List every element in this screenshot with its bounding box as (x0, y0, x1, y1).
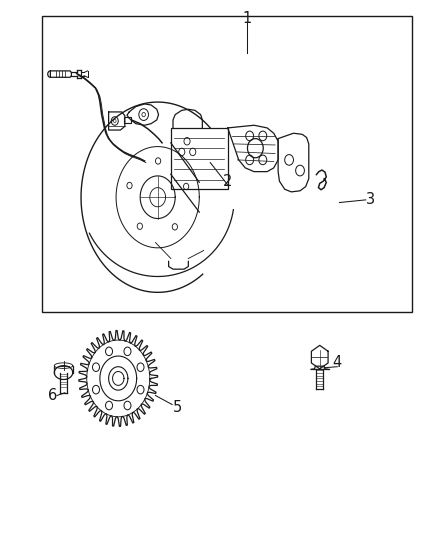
Text: 1: 1 (243, 11, 252, 26)
Bar (42, 16, 412, 312)
Bar (171, 128, 228, 189)
Text: 4: 4 (332, 355, 342, 370)
Text: 2: 2 (223, 174, 233, 189)
Text: 3: 3 (366, 192, 374, 207)
Text: 5: 5 (173, 400, 182, 415)
Text: 6: 6 (48, 388, 57, 403)
